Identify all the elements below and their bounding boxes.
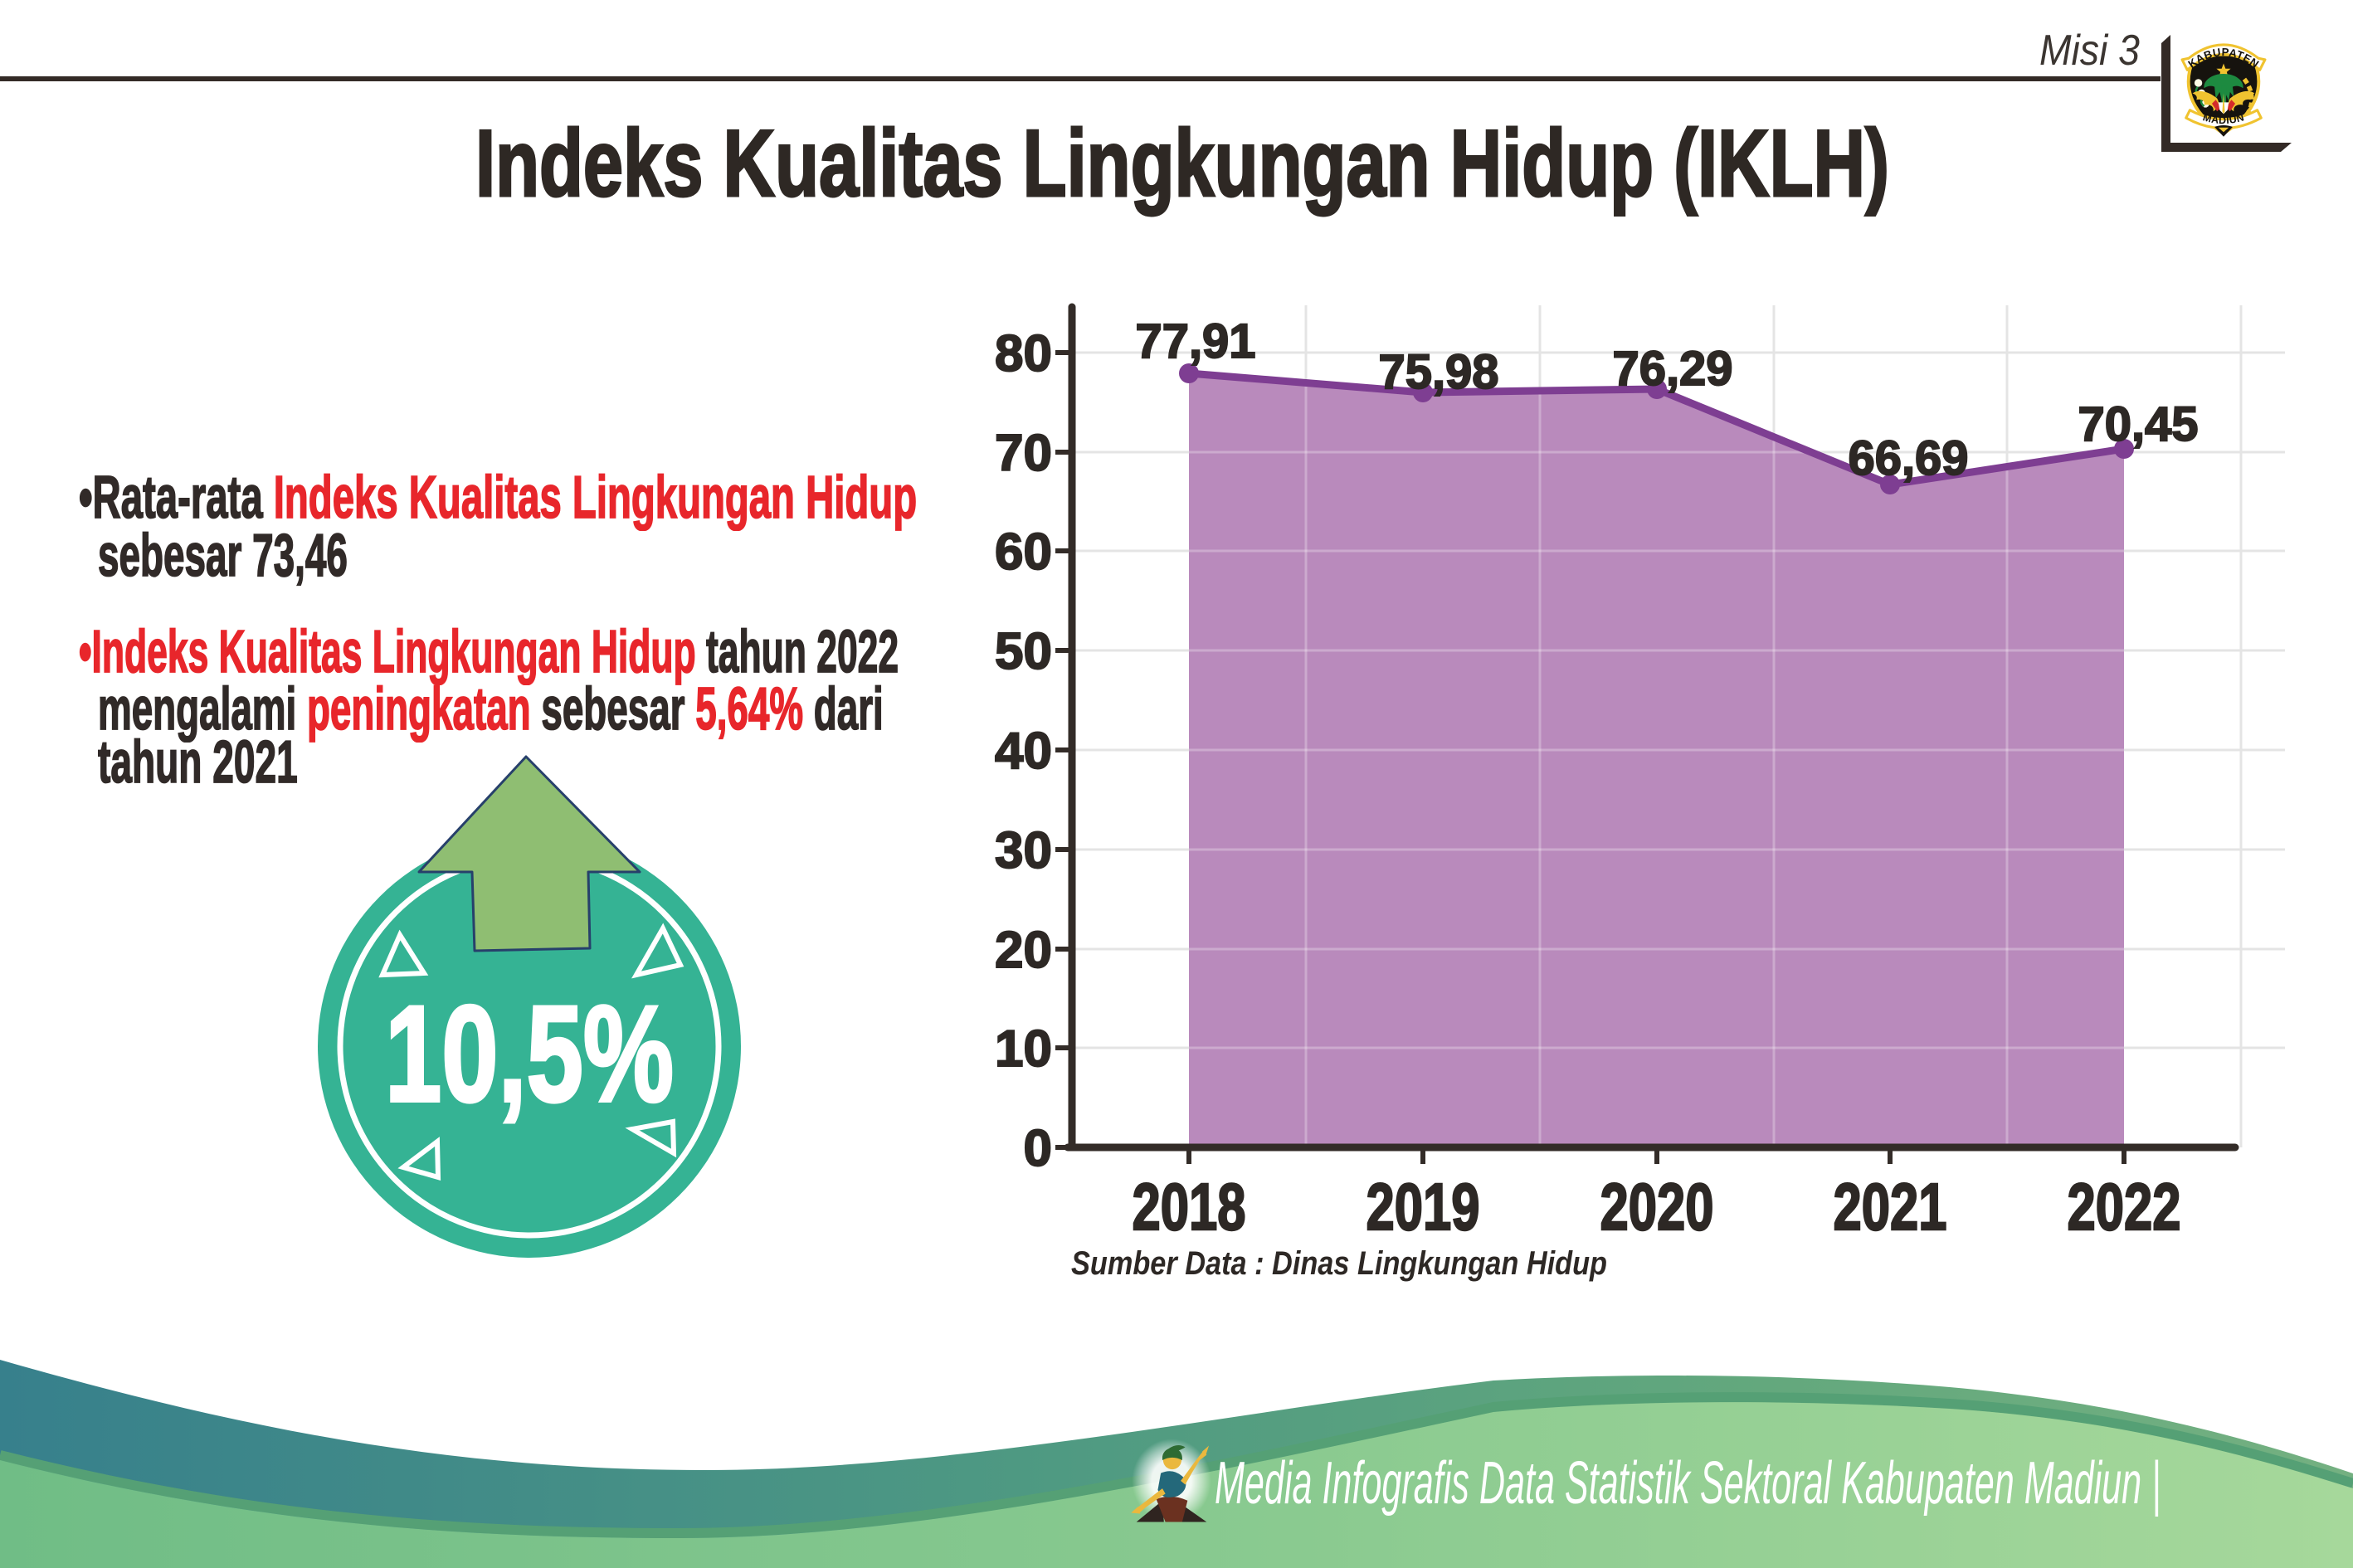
svg-text:77,91: 77,91 <box>1136 314 1256 368</box>
svg-text:2018: 2018 <box>1133 1170 1246 1244</box>
svg-text:76,29: 76,29 <box>1613 342 1733 396</box>
svg-text:10: 10 <box>995 1020 1052 1078</box>
svg-text:2021: 2021 <box>1834 1170 1947 1244</box>
svg-text:70: 70 <box>995 425 1052 482</box>
svg-text:20: 20 <box>995 922 1052 979</box>
svg-text:0: 0 <box>1024 1120 1052 1177</box>
svg-text:75,98: 75,98 <box>1379 345 1499 399</box>
svg-text:66,69: 66,69 <box>1849 431 1969 485</box>
svg-text:30: 30 <box>995 822 1052 879</box>
svg-text:10,5%: 10,5% <box>385 977 674 1130</box>
svg-text:2020: 2020 <box>1600 1170 1714 1244</box>
svg-text:2022: 2022 <box>2068 1170 2181 1244</box>
svg-text:Sumber Data : Dinas Lingkungan: Sumber Data : Dinas Lingkungan Hidup <box>1071 1245 1607 1282</box>
svg-text:80: 80 <box>995 325 1052 382</box>
svg-text:40: 40 <box>995 723 1052 780</box>
svg-text:MADIUN: MADIUN <box>2202 111 2246 126</box>
svg-text:70,45: 70,45 <box>2078 397 2199 451</box>
svg-text:60: 60 <box>995 523 1052 581</box>
svg-text:50: 50 <box>995 623 1052 680</box>
svg-text:2019: 2019 <box>1366 1170 1480 1244</box>
